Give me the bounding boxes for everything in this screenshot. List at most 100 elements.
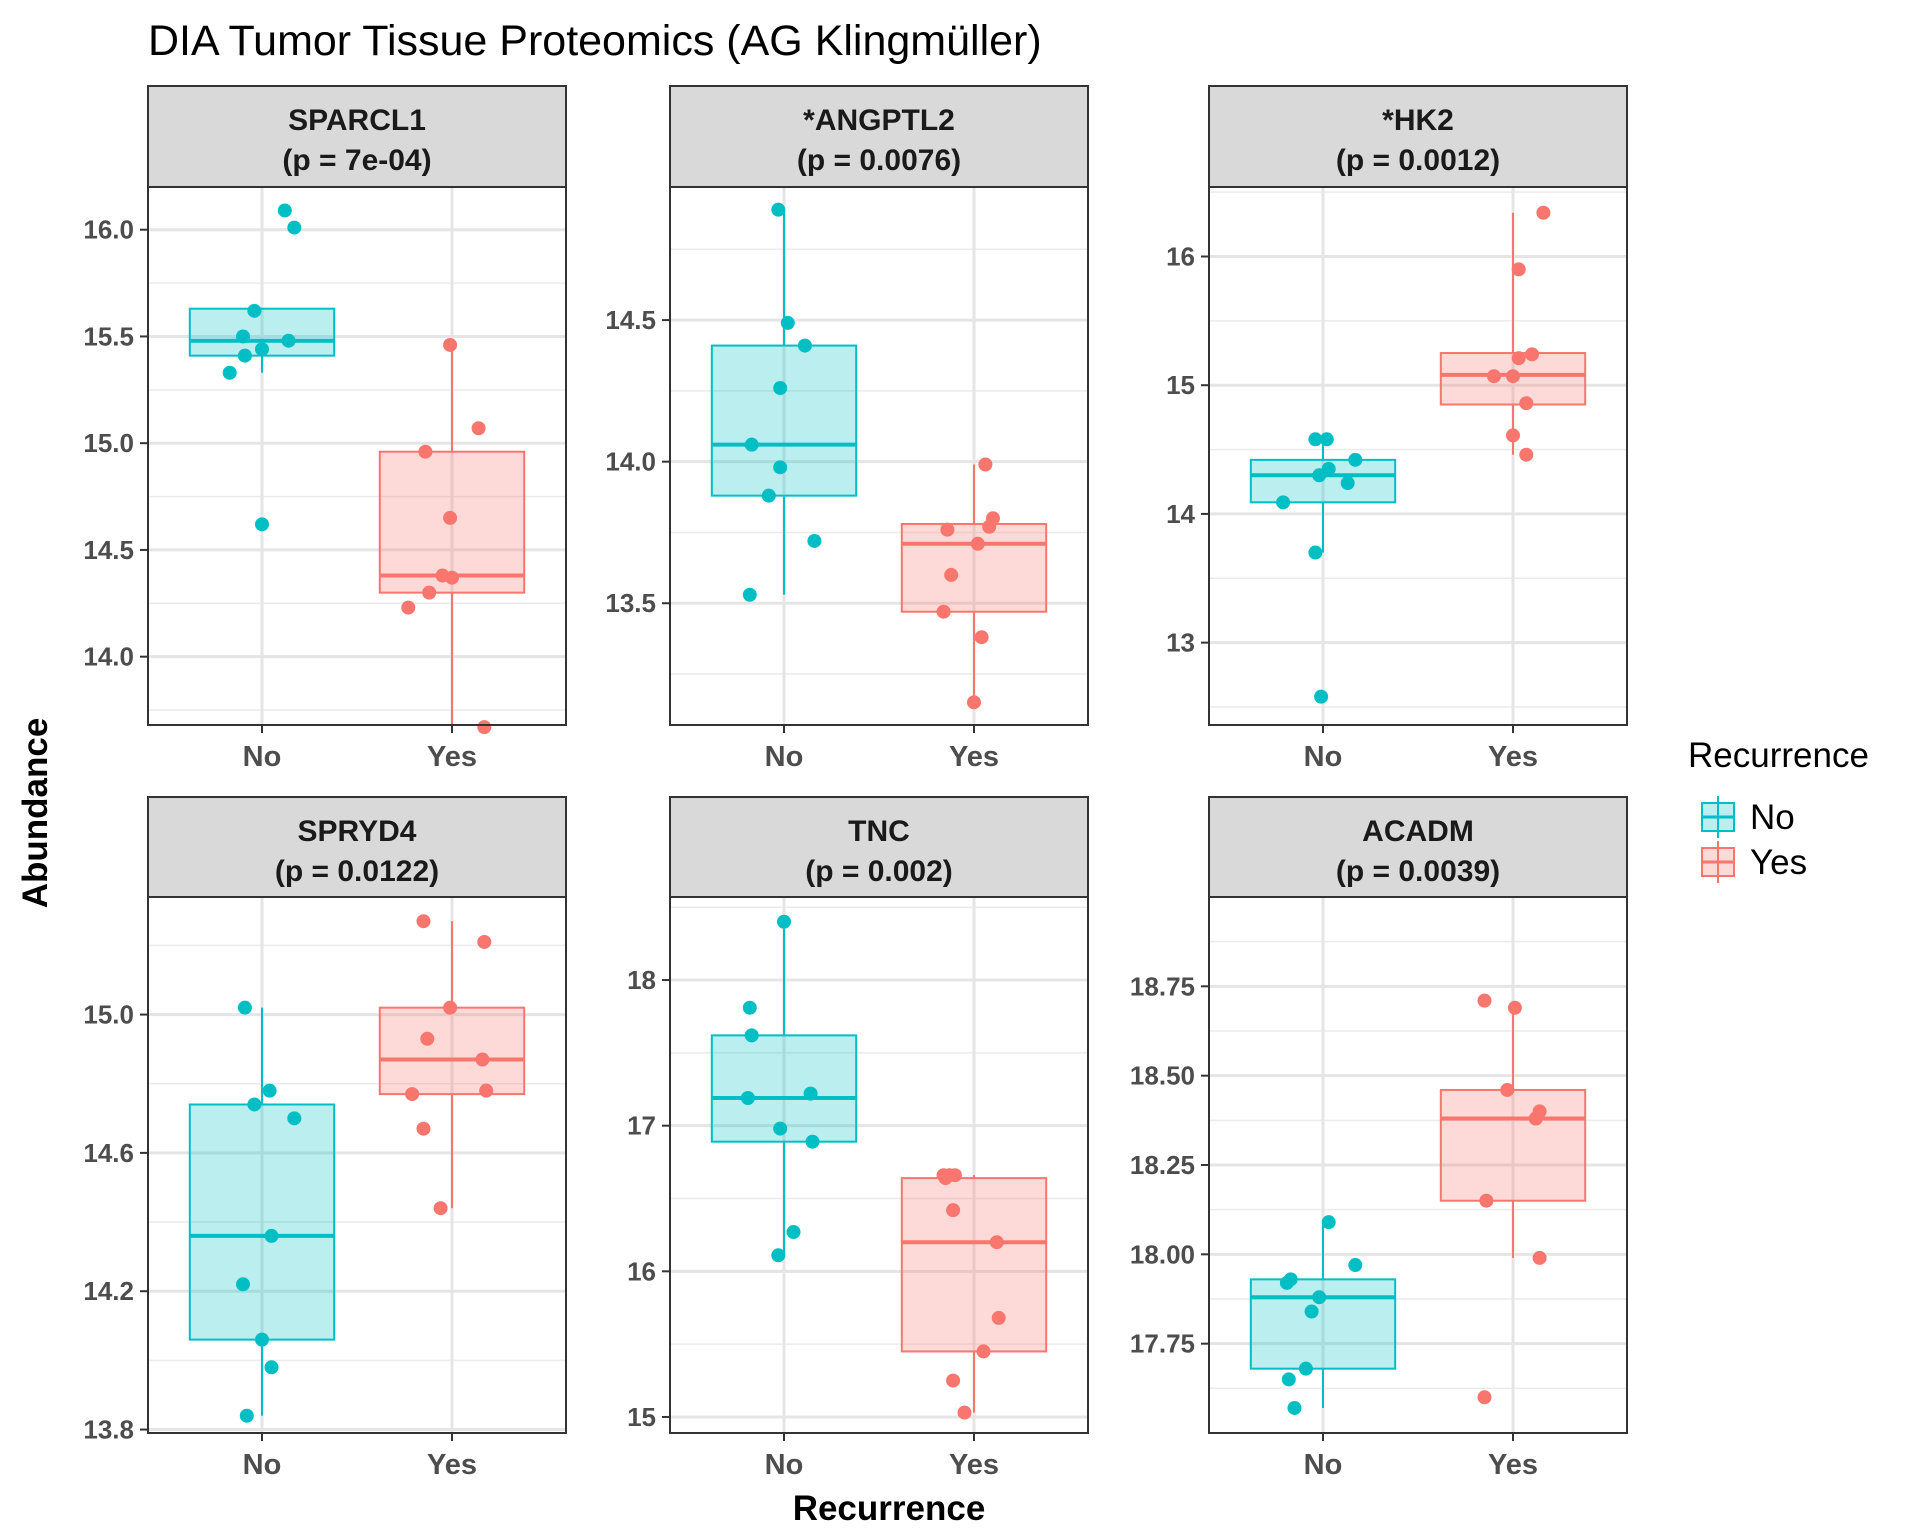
legend-label: Yes xyxy=(1750,843,1807,882)
data-point xyxy=(277,203,292,218)
strip-label-pvalue: (p = 0.0039) xyxy=(1336,855,1500,888)
data-point xyxy=(957,1405,972,1420)
data-point xyxy=(970,536,985,551)
y-tick-label: 13.5 xyxy=(605,588,656,618)
strip-background xyxy=(147,796,567,898)
panel-background xyxy=(148,187,566,725)
y-tick-label: 14.2 xyxy=(83,1276,134,1306)
data-point xyxy=(744,437,759,452)
strip-label-pvalue: (p = 0.0122) xyxy=(275,855,439,888)
data-point xyxy=(1511,351,1526,366)
data-point xyxy=(1532,1250,1547,1265)
strip-background xyxy=(1208,796,1628,898)
data-point xyxy=(773,460,788,475)
x-tick-label: No xyxy=(243,1449,282,1481)
x-axis-title: Recurrence xyxy=(793,1489,986,1528)
box-iqr xyxy=(900,522,1048,613)
y-tick-label: 15.5 xyxy=(83,321,134,351)
x-tick-label: Yes xyxy=(427,741,477,773)
strip-background xyxy=(669,796,1089,898)
data-point xyxy=(255,342,269,357)
data-point xyxy=(940,522,955,537)
strip-label-gene: SPRYD4 xyxy=(298,815,417,848)
y-tick-label: 14.5 xyxy=(83,535,134,565)
data-point xyxy=(991,1310,1006,1325)
data-point xyxy=(1298,1361,1313,1376)
y-tick-label: 17 xyxy=(627,1111,656,1141)
data-point xyxy=(805,1134,820,1149)
data-point xyxy=(475,1052,490,1067)
facet-panel: *ANGPTL2 (p = 0.0076) 14.5 14.0 13.5 No Yes xyxy=(605,85,1089,773)
box-iqr xyxy=(1439,1088,1587,1202)
y-tick-label: 14 xyxy=(1166,499,1195,529)
data-point xyxy=(1312,468,1327,483)
data-point xyxy=(1519,396,1534,411)
data-point xyxy=(771,1248,786,1263)
strip-label-gene: *ANGPTL2 xyxy=(803,104,955,137)
data-point xyxy=(989,1235,1004,1250)
strip-label-gene: SPARCL1 xyxy=(288,104,426,137)
data-point xyxy=(1511,262,1526,277)
data-point xyxy=(1321,1215,1336,1230)
data-point xyxy=(1312,1290,1327,1305)
data-point xyxy=(236,1277,250,1292)
data-point xyxy=(287,1111,302,1126)
data-point xyxy=(247,1097,262,1112)
data-point xyxy=(780,315,795,330)
data-point xyxy=(786,1225,801,1239)
x-tick-label: Yes xyxy=(949,741,999,773)
facet-panels: SPARCL1 (p = 7e-04) 16.0 15.5 15.0 14.5 14.0 No… xyxy=(83,85,1628,1481)
strip-background xyxy=(1208,85,1628,188)
data-point xyxy=(443,1000,458,1015)
data-point xyxy=(1276,495,1291,510)
x-tick-label: No xyxy=(765,741,804,773)
strip-background xyxy=(147,85,567,188)
data-point xyxy=(1340,476,1355,491)
data-point xyxy=(1525,347,1539,362)
data-point xyxy=(477,720,492,735)
legend-key xyxy=(1701,841,1735,883)
data-point xyxy=(422,585,437,600)
panel-background xyxy=(1209,187,1627,725)
y-tick-label: 16.0 xyxy=(83,215,134,245)
data-point xyxy=(255,517,269,532)
y-tick-label: 16 xyxy=(1166,242,1195,272)
strip-label-pvalue: (p = 0.0012) xyxy=(1336,144,1500,177)
data-point xyxy=(771,202,786,217)
y-tick-label: 18.25 xyxy=(1130,1150,1195,1180)
data-point xyxy=(222,365,237,380)
x-tick-label: No xyxy=(1304,1449,1343,1481)
data-point xyxy=(777,914,791,929)
facet-panel: *HK2 (p = 0.0012) 16 15 14 13 No Yes xyxy=(1166,85,1628,773)
data-point xyxy=(1308,432,1323,447)
data-point xyxy=(744,1028,759,1043)
y-tick-label: 18.50 xyxy=(1130,1061,1195,1091)
data-point xyxy=(1348,452,1363,467)
data-point xyxy=(1506,428,1520,443)
data-point xyxy=(1314,689,1329,704)
y-tick-label: 17.75 xyxy=(1130,1329,1195,1359)
data-point xyxy=(405,1087,420,1102)
x-tick-label: No xyxy=(765,1449,804,1481)
facet-panel: SPARCL1 (p = 7e-04) 16.0 15.5 15.0 14.5 14.0 No… xyxy=(83,85,567,773)
data-point xyxy=(420,1031,435,1046)
x-tick-label: Yes xyxy=(427,1449,477,1481)
x-tick-label: Yes xyxy=(949,1449,999,1481)
panel-background xyxy=(670,187,1088,725)
data-point xyxy=(936,604,951,619)
data-point xyxy=(262,1083,277,1098)
x-tick-label: Yes xyxy=(1488,741,1538,773)
chart-title: DIA Tumor Tissue Proteomics (AG Klingmül… xyxy=(148,17,1042,65)
y-tick-label: 18 xyxy=(627,965,656,995)
data-point xyxy=(1519,447,1534,462)
facet-panel: TNC (p = 0.002) 18 17 16 15 No Yes xyxy=(627,796,1089,1481)
panel-background xyxy=(670,897,1088,1433)
facet-panel: SPRYD4 (p = 0.0122) 15.0 14.6 14.2 13.8 No Yes xyxy=(83,796,567,1481)
data-point xyxy=(236,329,250,344)
data-point xyxy=(287,220,302,235)
strip-label-gene: *HK2 xyxy=(1382,104,1454,137)
data-point xyxy=(1506,369,1520,384)
y-tick-label: 18.00 xyxy=(1130,1239,1195,1269)
data-point xyxy=(1281,1372,1296,1387)
